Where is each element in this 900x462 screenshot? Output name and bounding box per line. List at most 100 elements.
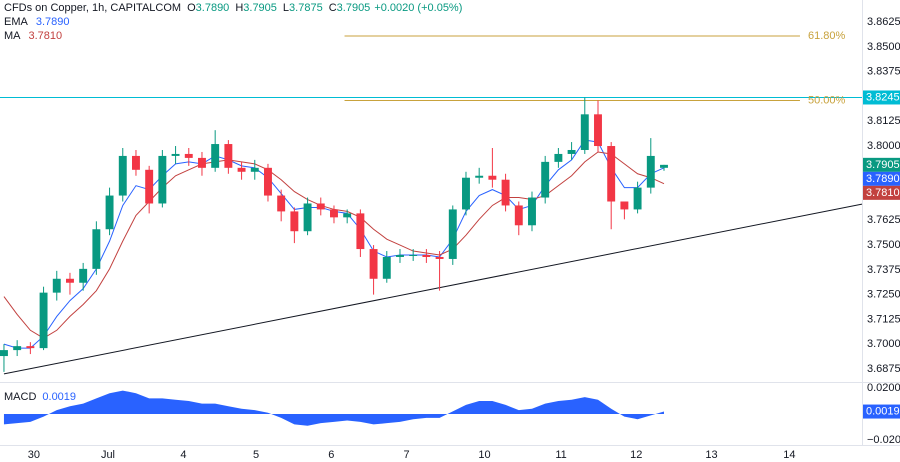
candle-body: [369, 249, 378, 279]
candle-body: [409, 254, 418, 256]
legend-value: 3.7810: [29, 30, 63, 42]
candle-body: [554, 153, 563, 162]
candle-body: [250, 167, 259, 172]
candle-body: [633, 187, 642, 210]
candle-body: [541, 161, 550, 198]
x-tick-label: 10: [478, 449, 490, 461]
y-tick-label: 3.7125: [867, 313, 900, 325]
x-tick-label: 6: [328, 449, 334, 461]
price-box-label: 0.0019: [866, 405, 900, 417]
y-tick-label: 3.7625: [867, 214, 900, 226]
x-tick-label: 12: [630, 449, 642, 461]
candle-body: [396, 254, 404, 257]
y-tick-label: 3.8125: [867, 115, 900, 127]
macd-tick-label: −0.0200: [867, 434, 900, 446]
legend-entry: MA 3.7810: [4, 30, 62, 42]
quote-value: 3.7905: [337, 2, 371, 14]
candle-body: [105, 195, 114, 230]
quote-key: C: [329, 2, 337, 14]
price-box: [863, 157, 900, 172]
candle-body: [514, 205, 523, 226]
macd-tick-label: 0.0200: [867, 382, 900, 394]
candle-body: [660, 164, 668, 168]
x-tick-label: 14: [783, 449, 795, 461]
x-tick-label: Jul: [101, 449, 115, 461]
candle-body: [462, 177, 470, 210]
candle-body: [158, 155, 167, 204]
candle-body: [198, 157, 206, 168]
candle-body: [620, 201, 629, 210]
trendline: [3, 203, 863, 375]
macd-name: MACD: [4, 391, 36, 403]
candle-body: [435, 256, 444, 259]
price-box: [863, 90, 900, 105]
candle-body: [580, 114, 589, 150]
candle-body: [171, 153, 180, 156]
price-box: [863, 404, 900, 419]
price-box-label: 3.8245: [866, 91, 900, 103]
candle-body: [303, 203, 312, 232]
quote-value: 3.7905: [243, 2, 277, 14]
candle-body: [0, 350, 8, 357]
candle-body: [264, 167, 272, 196]
price-box: [863, 185, 900, 200]
quote-value: 3.7875: [289, 2, 323, 14]
y-tick-label: 3.8375: [867, 66, 900, 78]
macd-legend: MACD 0.0019: [4, 391, 76, 403]
x-tick-label: 5: [253, 449, 259, 461]
y-tick-label: 3.7500: [867, 239, 900, 251]
candle-body: [145, 169, 154, 204]
candle-body: [26, 346, 35, 349]
candle-body: [567, 149, 576, 154]
price-box-label: 3.7905: [866, 159, 900, 171]
legend-name: MA: [4, 30, 21, 42]
x-tick-label: 7: [404, 449, 410, 461]
x-tick-label: 30: [28, 449, 40, 461]
candle-body: [277, 195, 286, 212]
candle-body: [290, 211, 299, 232]
candle-body: [475, 175, 484, 178]
price-box-label: 3.7890: [866, 173, 900, 185]
fib-label: 50.00%: [808, 94, 846, 106]
candle-body: [343, 213, 352, 218]
candle-body: [330, 209, 338, 218]
candle-body: [501, 179, 510, 206]
fib-label: 61.80%: [808, 30, 846, 42]
candle-body: [92, 229, 101, 269]
candle-body: [132, 155, 140, 170]
candle-body: [382, 256, 391, 279]
quote-value: 3.7890: [196, 2, 230, 14]
y-tick-label: 3.6875: [867, 363, 900, 375]
symbol-title: CFDs on Copper, 1h, CAPITALCOM: [4, 2, 181, 14]
legend-entry: EMA 3.7890: [4, 16, 70, 28]
quote-key: L: [283, 2, 289, 14]
chart-header: CFDs on Copper, 1h, CAPITALCOM O3.7890 H3.…: [4, 2, 462, 14]
candle-body: [118, 155, 127, 196]
candle-body: [39, 292, 48, 349]
candle-body: [224, 144, 233, 168]
y-tick-label: 3.7000: [867, 338, 900, 350]
candle-body: [66, 278, 74, 283]
legend-name: EMA: [4, 16, 29, 28]
y-tick-label: 3.8500: [867, 41, 900, 53]
y-tick-label: 3.7375: [867, 264, 900, 276]
quote-key: H: [235, 2, 243, 14]
candle-body: [356, 213, 365, 250]
candle-body: [528, 197, 536, 226]
candle-body: [237, 167, 246, 172]
x-tick-label: 4: [180, 449, 186, 461]
quote-key: O: [187, 2, 196, 14]
candle-body: [79, 268, 88, 283]
candle-body: [646, 155, 655, 188]
candle-body: [52, 278, 61, 293]
y-tick-label: 3.8000: [867, 140, 900, 152]
candle-body: [211, 144, 220, 168]
candle-body: [184, 153, 193, 158]
x-tick-label: 13: [705, 449, 717, 461]
candle-body: [13, 346, 22, 351]
x-tick-label: 11: [555, 449, 566, 461]
candle-body: [488, 175, 497, 180]
candle-body: [594, 114, 602, 147]
price-box: [863, 171, 900, 186]
